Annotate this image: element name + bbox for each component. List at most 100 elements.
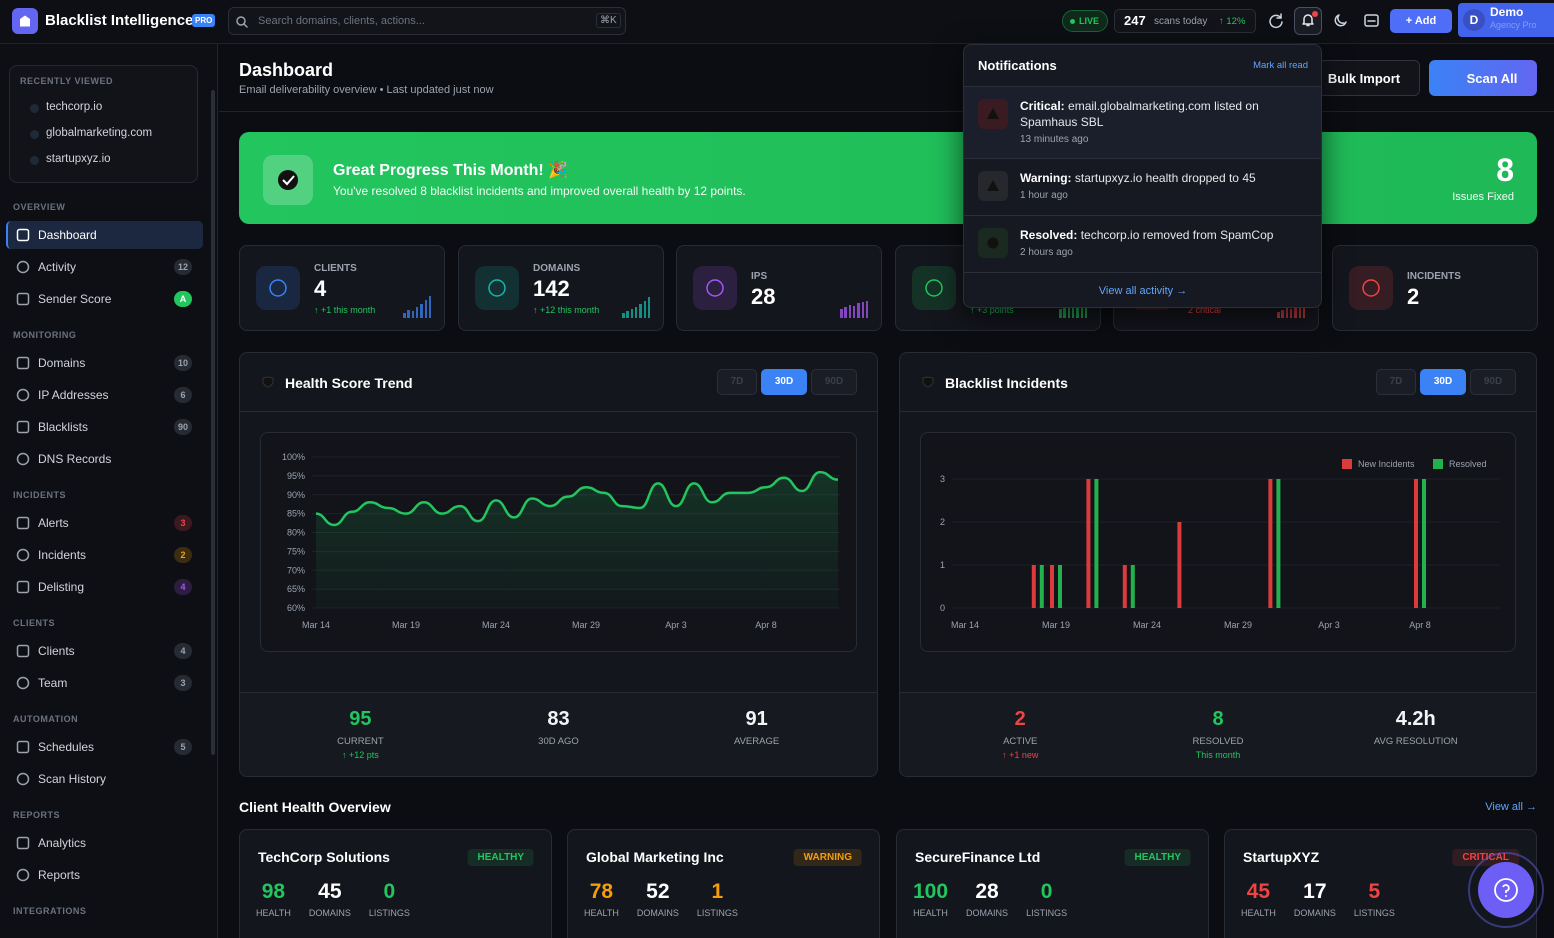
sparkline-bar xyxy=(415,307,419,318)
range-button[interactable] xyxy=(1470,369,1516,395)
metric-value: 1 xyxy=(711,880,724,903)
metric: 52 DOMAINS xyxy=(637,880,679,918)
range-button[interactable] xyxy=(717,369,757,395)
range-button[interactable] xyxy=(811,369,857,395)
notification-icon xyxy=(978,99,1008,129)
nav-item[interactable]: Incidents xyxy=(38,548,87,562)
metric-value: 45 xyxy=(1246,880,1271,903)
panel-icon xyxy=(921,375,935,389)
nav-item[interactable]: Delisting xyxy=(38,580,85,594)
notification-item[interactable]: Critical: email.globalmarketing.com list… xyxy=(964,86,1321,158)
notification-strong: Warning: xyxy=(1020,171,1072,185)
nav-item[interactable]: Team xyxy=(38,676,68,690)
metric-value: 0 xyxy=(383,880,396,903)
sparkline-bar xyxy=(1302,303,1306,318)
client-name: StartupXYZ xyxy=(1243,849,1320,865)
panel-divider xyxy=(239,411,878,412)
icon-shape xyxy=(922,376,934,388)
nav-item[interactable]: Activity xyxy=(38,260,77,274)
nav-item[interactable]: Schedules xyxy=(38,740,95,754)
add-button[interactable] xyxy=(1390,9,1452,33)
recent-item[interactable]: startupxyz.io xyxy=(46,153,111,165)
user-name: Demo xyxy=(1490,5,1524,19)
view-all-activity[interactable]: View all activity → xyxy=(1098,285,1188,297)
recent-item[interactable]: globalmarketing.com xyxy=(46,127,153,139)
nav-item[interactable]: Blacklists xyxy=(38,420,89,434)
bulk-import-button[interactable] xyxy=(1310,60,1420,96)
nav-section-title: AUTOMATION xyxy=(13,714,79,724)
nav-item[interactable]: Domains xyxy=(38,356,86,370)
notification-text: email.globalmarketing.com listed on Spam… xyxy=(1020,99,1259,129)
icon-shape xyxy=(16,868,30,882)
stat-change: ↑ +12 this month xyxy=(533,305,600,315)
metric: 5 LISTINGS xyxy=(1354,880,1395,918)
notification-item[interactable]: Warning: startupxyz.io health dropped to… xyxy=(964,158,1321,215)
icon-shape xyxy=(1349,266,1393,310)
icon-shape xyxy=(1334,14,1347,27)
icon-shape xyxy=(16,388,30,402)
sidebar xyxy=(0,44,218,938)
nav-icon xyxy=(16,228,30,242)
icon-shape xyxy=(488,279,506,297)
client-card[interactable] xyxy=(896,829,1209,938)
search-icon xyxy=(236,15,248,28)
icon-shape xyxy=(16,836,30,850)
panel-button[interactable] xyxy=(1364,14,1379,27)
nav-badge xyxy=(174,547,192,563)
nav-item[interactable]: Dashboard xyxy=(38,228,97,242)
section-title: Client Health Overview xyxy=(239,799,391,815)
header-divider xyxy=(219,111,1554,112)
nav-item[interactable]: Sender Score xyxy=(38,292,112,306)
summary-value: 2 xyxy=(1014,708,1026,730)
recent-item[interactable]: techcorp.io xyxy=(46,101,103,113)
nav-badge-text: 3 xyxy=(180,518,186,528)
icon-shape xyxy=(16,356,30,370)
view-all-link[interactable]: View all → xyxy=(1485,801,1537,813)
nav-item[interactable]: Alerts xyxy=(38,516,69,530)
client-card[interactable] xyxy=(567,829,880,938)
sparkline-bar xyxy=(634,307,638,318)
nav-item[interactable]: Clients xyxy=(38,644,75,658)
metric: 98 HEALTH xyxy=(256,880,291,918)
icon-shape xyxy=(16,644,30,658)
range-button[interactable] xyxy=(761,369,807,395)
nav-item[interactable]: Scan History xyxy=(38,772,107,786)
stat-icon xyxy=(693,266,737,310)
theme-button[interactable] xyxy=(1333,13,1348,28)
refresh-button[interactable] xyxy=(1268,13,1284,29)
icon-shape xyxy=(16,452,30,466)
notification-item[interactable]: Resolved: techcorp.io removed from SpamC… xyxy=(964,215,1321,272)
scan-all-button[interactable] xyxy=(1429,60,1537,96)
nav-item[interactable]: DNS Records xyxy=(38,452,112,466)
stat-value: 4 xyxy=(314,276,327,301)
icon-shape xyxy=(1334,14,1347,27)
nav-icon xyxy=(16,260,30,274)
range-button[interactable] xyxy=(1420,369,1466,395)
icon-shape xyxy=(269,279,287,297)
stat-change: ↑ +3 points xyxy=(970,305,1014,315)
metric-label: DOMAINS xyxy=(308,908,351,918)
icon-shape xyxy=(16,676,30,690)
nav-item[interactable]: IP Addresses xyxy=(38,388,109,402)
nav-item[interactable]: Reports xyxy=(38,868,81,882)
icon-shape xyxy=(16,260,30,274)
sparkline-bar xyxy=(403,313,406,318)
nav-badge xyxy=(174,643,192,659)
icon-shape xyxy=(912,266,956,310)
client-card[interactable] xyxy=(239,829,552,938)
nav-item[interactable]: Analytics xyxy=(38,836,87,850)
metric-value: 78 xyxy=(589,880,614,903)
mark-all-read[interactable]: Mark all read xyxy=(1253,60,1308,71)
stat-icon xyxy=(256,266,300,310)
sparkline-bar xyxy=(1281,310,1284,318)
icon-shape xyxy=(16,516,30,530)
icon-shape xyxy=(16,228,30,242)
search[interactable] xyxy=(228,7,626,35)
sparkline-bar xyxy=(1289,309,1293,318)
icon-shape xyxy=(16,676,30,690)
nav-section-title: INTEGRATIONS xyxy=(13,906,87,916)
nav-section-title: REPORTS xyxy=(13,810,61,820)
metric-label: DOMAINS xyxy=(966,908,1009,918)
help-button[interactable] xyxy=(1478,862,1534,918)
range-button[interactable] xyxy=(1376,369,1416,395)
